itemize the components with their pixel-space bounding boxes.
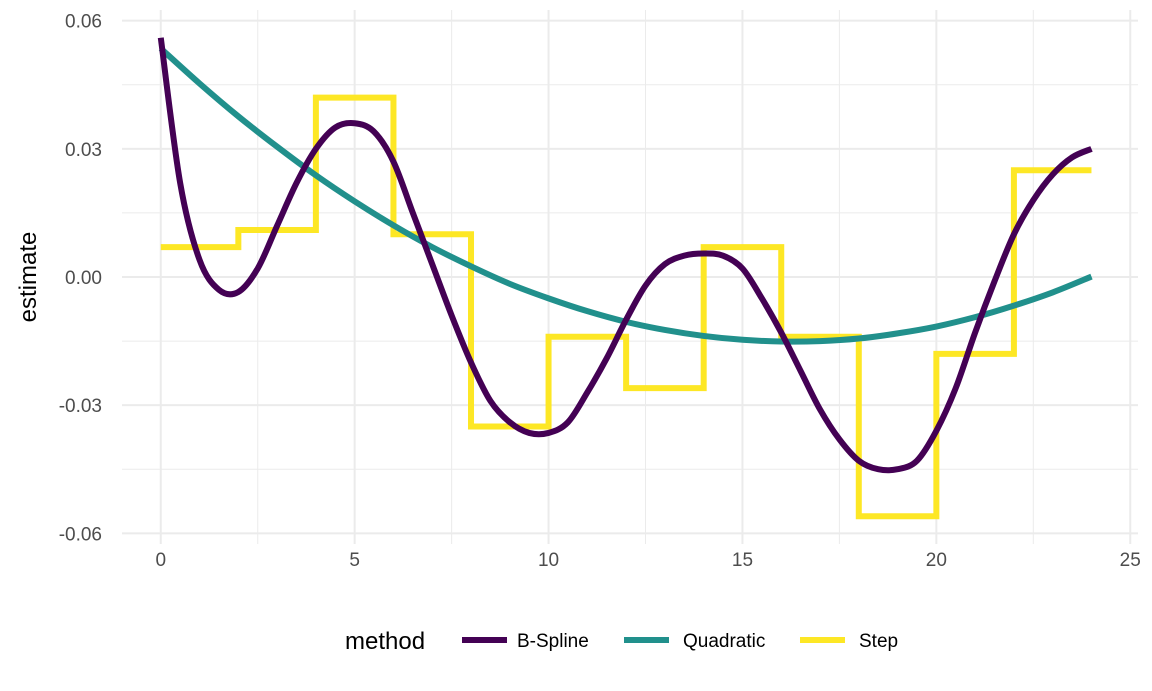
legend-label-b-spline: B-Spline xyxy=(517,631,589,652)
x-axis-ticks: 0 5 10 15 20 25 xyxy=(155,550,1140,571)
y-tick-label: -0.06 xyxy=(59,524,102,545)
x-tick-label: 20 xyxy=(926,550,947,571)
x-tick-label: 25 xyxy=(1120,550,1141,571)
legend: method B-Spline Quadratic Step xyxy=(345,628,898,655)
series-line-b-spline xyxy=(157,37,1093,474)
x-tick-label: 15 xyxy=(732,550,753,571)
series-lines xyxy=(157,37,1093,520)
series-line-step xyxy=(160,94,1092,520)
y-tick-label: 0.00 xyxy=(65,268,102,289)
y-tick-label: 0.06 xyxy=(65,12,102,33)
x-tick-label: 0 xyxy=(155,550,166,571)
y-tick-label: -0.03 xyxy=(59,396,102,417)
legend-label-step: Step xyxy=(859,631,898,652)
legend-label-quadratic: Quadratic xyxy=(683,631,765,652)
x-tick-label: 10 xyxy=(538,550,559,571)
y-axis-ticks: -0.06 -0.03 0.00 0.03 0.06 xyxy=(59,12,102,546)
x-tick-label: 5 xyxy=(349,550,360,571)
y-axis-title: estimate xyxy=(15,232,42,323)
grid xyxy=(122,10,1138,544)
y-tick-label: 0.03 xyxy=(65,140,102,161)
legend-title: method xyxy=(345,628,425,655)
